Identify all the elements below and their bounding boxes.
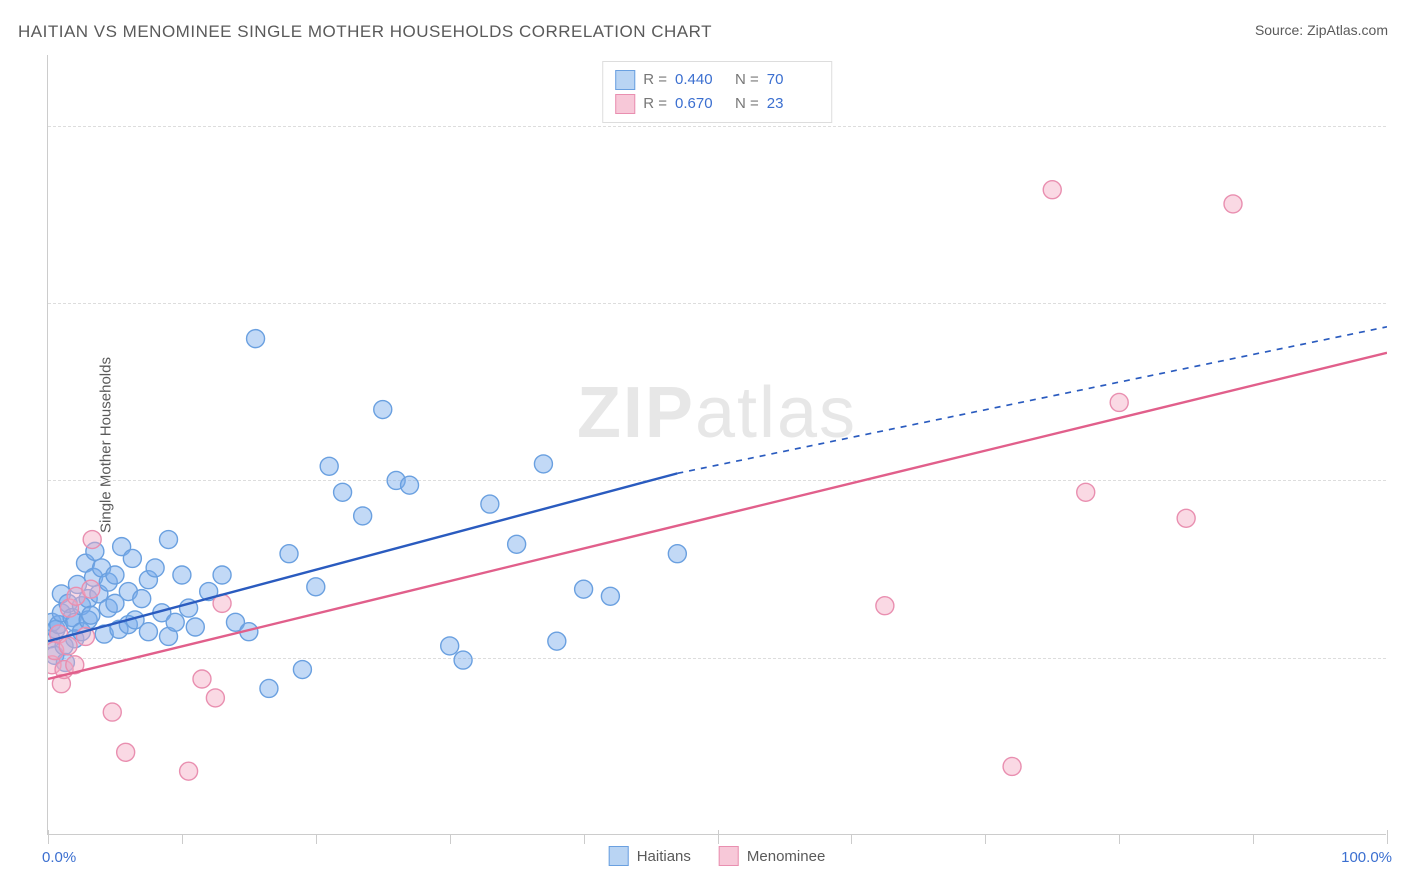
scatter-point-haitians — [106, 566, 124, 584]
scatter-point-haitians — [534, 455, 552, 473]
scatter-point-menominee — [59, 637, 77, 655]
x-axis-max-label: 100.0% — [1341, 849, 1392, 866]
scatter-point-haitians — [374, 401, 392, 419]
scatter-point-haitians — [213, 566, 231, 584]
haitians-n-value: 70 — [767, 68, 819, 92]
scatter-point-haitians — [123, 549, 141, 567]
scatter-point-haitians — [401, 476, 419, 494]
scatter-point-menominee — [193, 670, 211, 688]
scatter-point-haitians — [160, 531, 178, 549]
legend-label-haitians: Haitians — [637, 848, 691, 865]
scatter-point-menominee — [1177, 509, 1195, 527]
scatter-point-haitians — [247, 330, 265, 348]
n-label: N = — [735, 68, 759, 92]
scatter-point-haitians — [601, 587, 619, 605]
scatter-point-menominee — [83, 531, 101, 549]
x-tick — [1253, 834, 1254, 844]
legend-row-menominee: R = 0.670 N = 23 — [615, 92, 819, 116]
scatter-point-haitians — [548, 632, 566, 650]
scatter-point-menominee — [1003, 757, 1021, 775]
x-tick — [851, 834, 852, 844]
scatter-point-haitians — [133, 590, 151, 608]
scatter-point-menominee — [1077, 483, 1095, 501]
trendline-haitians — [48, 473, 677, 641]
r-label: R = — [643, 92, 667, 116]
scatter-point-haitians — [166, 613, 184, 631]
scatter-point-haitians — [146, 559, 164, 577]
scatter-point-menominee — [103, 703, 121, 721]
scatter-point-haitians — [575, 580, 593, 598]
chart-title: HAITIAN VS MENOMINEE SINGLE MOTHER HOUSE… — [18, 22, 712, 42]
scatter-point-haitians — [354, 507, 372, 525]
scatter-point-haitians — [82, 606, 100, 624]
legend-series: Haitians Menominee — [609, 846, 826, 866]
x-tick — [584, 834, 585, 844]
scatter-point-haitians — [481, 495, 499, 513]
x-tick — [182, 834, 183, 844]
scatter-point-haitians — [173, 566, 191, 584]
scatter-point-menominee — [82, 580, 100, 598]
scatter-point-haitians — [441, 637, 459, 655]
menominee-r-value: 0.670 — [675, 92, 727, 116]
legend-swatch-menominee — [615, 94, 635, 114]
legend-correlation-box: R = 0.440 N = 70 R = 0.670 N = 23 — [602, 61, 832, 123]
scatter-point-menominee — [1043, 181, 1061, 199]
source-attribution: Source: ZipAtlas.com — [1255, 22, 1388, 38]
x-tick-major — [1387, 830, 1388, 844]
legend-swatch-haitians — [615, 70, 635, 90]
legend-swatch-haitians — [609, 846, 629, 866]
scatter-plot: Single Mother Households 7.5%15.0%22.5%3… — [47, 55, 1386, 835]
haitians-r-value: 0.440 — [675, 68, 727, 92]
x-tick — [450, 834, 451, 844]
menominee-n-value: 23 — [767, 92, 819, 116]
scatter-point-haitians — [139, 623, 157, 641]
trendline-ext-haitians — [677, 327, 1387, 474]
x-tick — [1119, 834, 1120, 844]
n-label: N = — [735, 92, 759, 116]
scatter-point-haitians — [293, 661, 311, 679]
r-label: R = — [643, 68, 667, 92]
scatter-point-haitians — [508, 535, 526, 553]
scatter-point-haitians — [307, 578, 325, 596]
scatter-point-haitians — [186, 618, 204, 636]
legend-item-menominee: Menominee — [719, 846, 825, 866]
scatter-point-menominee — [117, 743, 135, 761]
scatter-point-haitians — [668, 545, 686, 563]
legend-item-haitians: Haitians — [609, 846, 691, 866]
scatter-point-haitians — [334, 483, 352, 501]
legend-label-menominee: Menominee — [747, 848, 825, 865]
scatter-point-haitians — [260, 679, 278, 697]
scatter-point-menominee — [206, 689, 224, 707]
legend-row-haitians: R = 0.440 N = 70 — [615, 68, 819, 92]
x-tick — [316, 834, 317, 844]
scatter-point-haitians — [320, 457, 338, 475]
svg-layer — [48, 55, 1387, 835]
scatter-point-menominee — [180, 762, 198, 780]
x-axis-min-label: 0.0% — [42, 849, 76, 866]
scatter-point-haitians — [280, 545, 298, 563]
x-tick — [985, 834, 986, 844]
scatter-point-menominee — [876, 597, 894, 615]
scatter-point-haitians — [454, 651, 472, 669]
scatter-point-menominee — [1110, 393, 1128, 411]
legend-swatch-menominee — [719, 846, 739, 866]
scatter-point-menominee — [1224, 195, 1242, 213]
